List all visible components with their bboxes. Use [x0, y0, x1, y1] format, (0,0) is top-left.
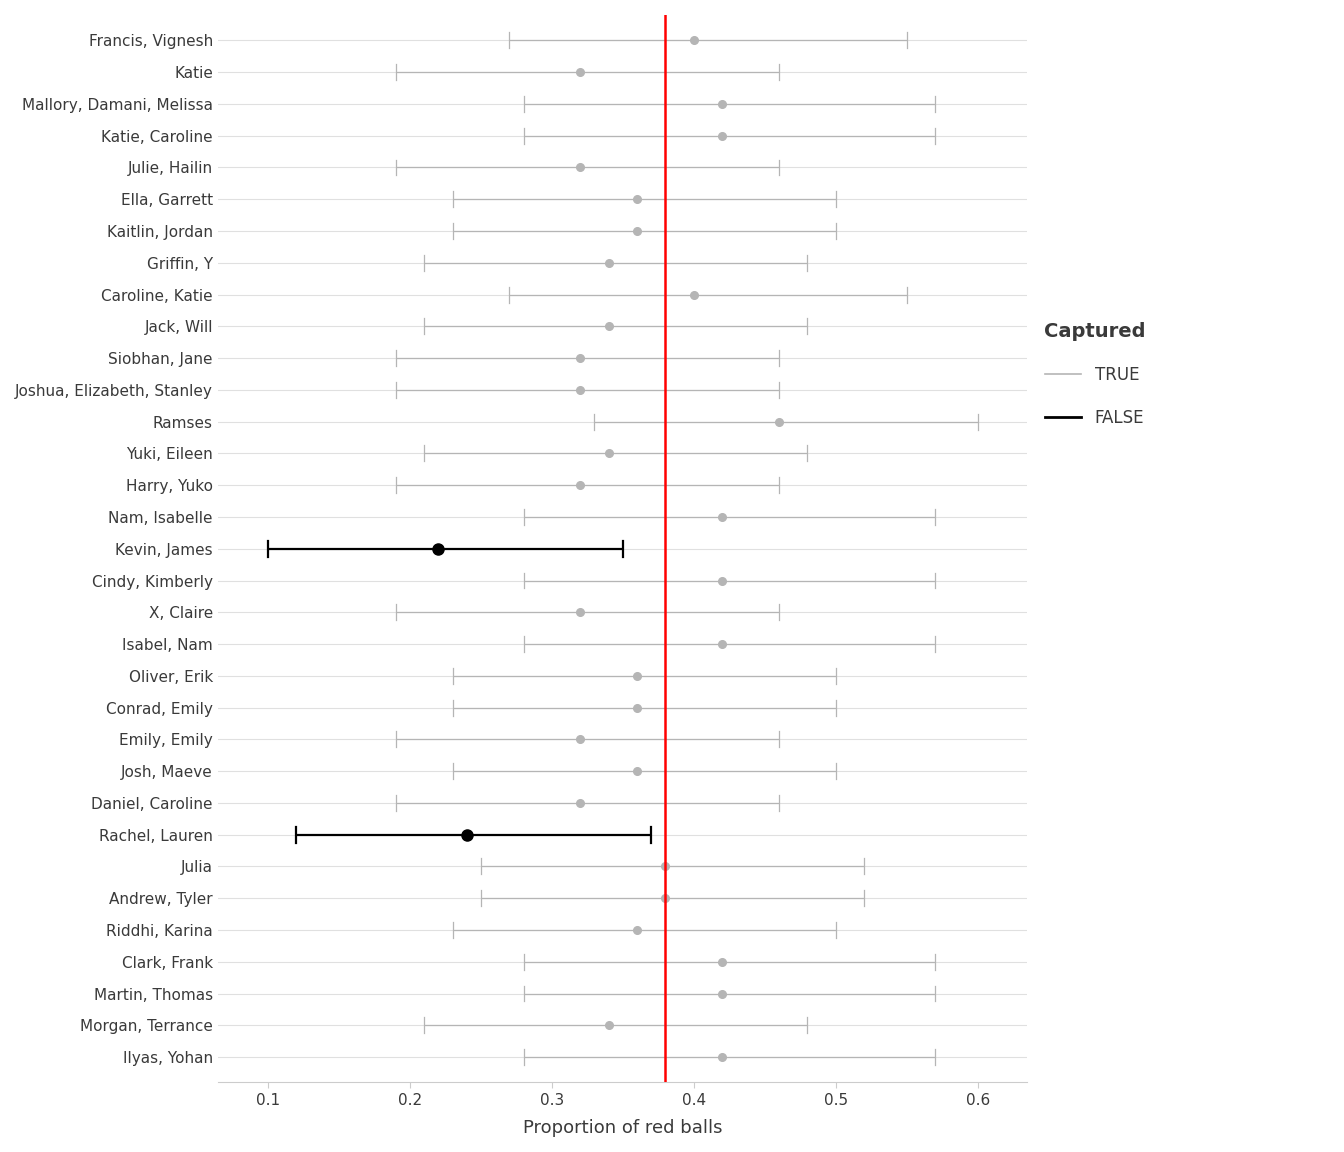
X-axis label: Proportion of red balls: Proportion of red balls — [523, 1119, 723, 1137]
Legend: TRUE, FALSE: TRUE, FALSE — [1044, 323, 1145, 427]
